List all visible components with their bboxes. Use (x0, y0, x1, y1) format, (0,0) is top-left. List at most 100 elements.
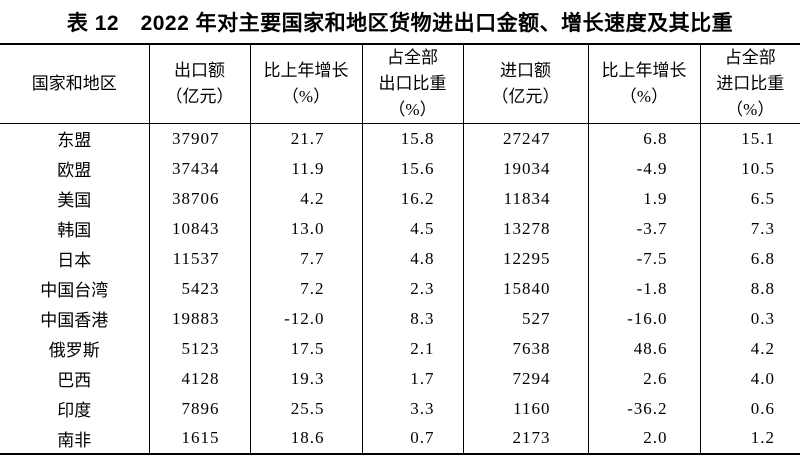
import-growth-cell: 1.9 (588, 183, 701, 214)
import-value-cell: 7638 (463, 333, 589, 364)
table-row: 印度 7896 25.5 3.3 1160 -36.2 0.6 (0, 393, 800, 424)
import-share-cell: 15.1 (741, 128, 775, 148)
import-value-cell: 1160 (463, 393, 589, 424)
import-growth-cell: -3.7 (588, 213, 701, 244)
import-value-cell: 2173 (463, 423, 589, 454)
import-growth-cell: -7.5 (588, 243, 701, 274)
region-cell: 欧盟 (0, 153, 150, 184)
export-share-cell: 0.7 (362, 423, 464, 454)
import-value-cell: 527 (463, 303, 589, 334)
import-growth-cell: 2.0 (588, 423, 701, 454)
export-share-cell: 3.3 (362, 393, 464, 424)
table-row: 日本 11537 7.7 4.8 12295 -7.5 6.8 (0, 243, 800, 274)
import-share-cell: 0.3 (750, 308, 775, 328)
export-share-cell: 8.3 (362, 303, 464, 334)
export-share-cell: 15.8 (362, 123, 464, 154)
import-growth-cell: -1.8 (588, 273, 701, 304)
export-value-cell: 5123 (149, 333, 251, 364)
export-value-cell: 5423 (149, 273, 251, 304)
table-row: 欧盟 37434 11.9 15.6 19034 -4.9 10.5 (0, 153, 800, 184)
export-growth-cell: 4.2 (250, 183, 363, 214)
export-growth-cell: 19.3 (250, 363, 363, 394)
table-header: 国家和地区 出口额 （亿元） 比上年增长 （%） 占全部 出口比重 （%） 进口… (0, 44, 800, 124)
import-share-cell: 4.2 (750, 338, 775, 358)
import-share-cell: 6.5 (750, 188, 775, 208)
column-header-import-share: 占全部 进口比重 （%） (700, 44, 800, 124)
export-growth-cell: 7.2 (250, 273, 363, 304)
export-share-cell: 16.2 (362, 183, 464, 214)
import-growth-cell: -16.0 (588, 303, 701, 334)
export-value-cell: 10843 (149, 213, 251, 244)
region-cell: 俄罗斯 (0, 333, 150, 364)
export-share-cell: 15.6 (362, 153, 464, 184)
table-row: 俄罗斯 5123 17.5 2.1 7638 48.6 4.2 (0, 333, 800, 364)
table-row: 中国香港 19883 -12.0 8.3 527 -16.0 0.3 (0, 303, 800, 334)
region-cell: 美国 (0, 183, 150, 214)
column-header-export-share: 占全部 出口比重 （%） (362, 44, 464, 124)
import-export-table: 国家和地区 出口额 （亿元） 比上年增长 （%） 占全部 出口比重 （%） 进口… (0, 43, 800, 455)
export-growth-cell: 21.7 (250, 123, 363, 154)
table-row: 南非 1615 18.6 0.7 2173 2.0 1.2 (0, 423, 800, 454)
export-share-cell: 4.5 (362, 213, 464, 244)
region-cell: 中国香港 (0, 303, 150, 334)
region-cell: 南非 (0, 423, 150, 454)
export-value-cell: 19883 (149, 303, 251, 334)
column-header-region: 国家和地区 (0, 44, 150, 124)
region-cell: 韩国 (0, 213, 150, 244)
import-share-cell: 1.2 (750, 428, 775, 447)
import-growth-cell: -36.2 (588, 393, 701, 424)
export-value-cell: 7896 (149, 393, 251, 424)
export-growth-cell: 17.5 (250, 333, 363, 364)
column-header-import-value: 进口额 （亿元） (463, 44, 589, 124)
export-share-cell: 2.3 (362, 273, 464, 304)
import-share-cell: 7.3 (750, 218, 775, 238)
export-share-cell: 1.7 (362, 363, 464, 394)
export-growth-cell: -12.0 (250, 303, 363, 334)
import-share-cell: 0.6 (750, 398, 775, 418)
export-growth-cell: 25.5 (250, 393, 363, 424)
export-value-cell: 11537 (149, 243, 251, 274)
table-body: 东盟 37907 21.7 15.8 27247 6.8 15.1 欧盟 37434 11.9 15… (0, 123, 800, 454)
import-share-cell: 4.0 (750, 368, 775, 388)
import-value-cell: 15840 (463, 273, 589, 304)
import-value-cell: 12295 (463, 243, 589, 274)
import-growth-cell: 2.6 (588, 363, 701, 394)
import-value-cell: 11834 (463, 183, 589, 214)
export-value-cell: 37907 (149, 123, 251, 154)
region-cell: 日本 (0, 243, 150, 274)
export-growth-cell: 13.0 (250, 213, 363, 244)
region-cell: 巴西 (0, 363, 150, 394)
import-value-cell: 19034 (463, 153, 589, 184)
import-share-cell: 10.5 (741, 158, 775, 178)
export-growth-cell: 7.7 (250, 243, 363, 274)
import-growth-cell: -4.9 (588, 153, 701, 184)
export-value-cell: 4128 (149, 363, 251, 394)
export-growth-cell: 11.9 (250, 153, 363, 184)
export-share-cell: 4.8 (362, 243, 464, 274)
table-row: 美国 38706 4.2 16.2 11834 1.9 6.5 (0, 183, 800, 214)
import-share-cell: 6.8 (750, 248, 775, 268)
column-header-export-value: 出口额 （亿元） (149, 44, 251, 124)
import-growth-cell: 6.8 (588, 123, 701, 154)
export-share-cell: 2.1 (362, 333, 464, 364)
table-row: 韩国 10843 13.0 4.5 13278 -3.7 7.3 (0, 213, 800, 244)
export-value-cell: 37434 (149, 153, 251, 184)
header-row: 国家和地区 出口额 （亿元） 比上年增长 （%） 占全部 出口比重 （%） 进口… (0, 44, 800, 124)
import-share-cell: 8.8 (750, 278, 775, 298)
table-row: 东盟 37907 21.7 15.8 27247 6.8 15.1 (0, 123, 800, 154)
table-title: 表 12 2022 年对主要国家和地区货物进出口金额、增长速度及其比重 (66, 11, 734, 35)
import-value-cell: 27247 (463, 123, 589, 154)
region-cell: 中国台湾 (0, 273, 150, 304)
column-header-import-growth: 比上年增长 （%） (588, 44, 701, 124)
column-header-export-growth: 比上年增长 （%） (250, 44, 363, 124)
table-row: 中国台湾 5423 7.2 2.3 15840 -1.8 8.8 (0, 273, 800, 304)
export-growth-cell: 18.6 (250, 423, 363, 454)
table-row: 巴西 4128 19.3 1.7 7294 2.6 4.0 (0, 363, 800, 394)
import-growth-cell: 48.6 (588, 333, 701, 364)
import-value-cell: 7294 (463, 363, 589, 394)
export-value-cell: 1615 (149, 423, 251, 454)
region-cell: 印度 (0, 393, 150, 424)
export-value-cell: 38706 (149, 183, 251, 214)
import-value-cell: 13278 (463, 213, 589, 244)
